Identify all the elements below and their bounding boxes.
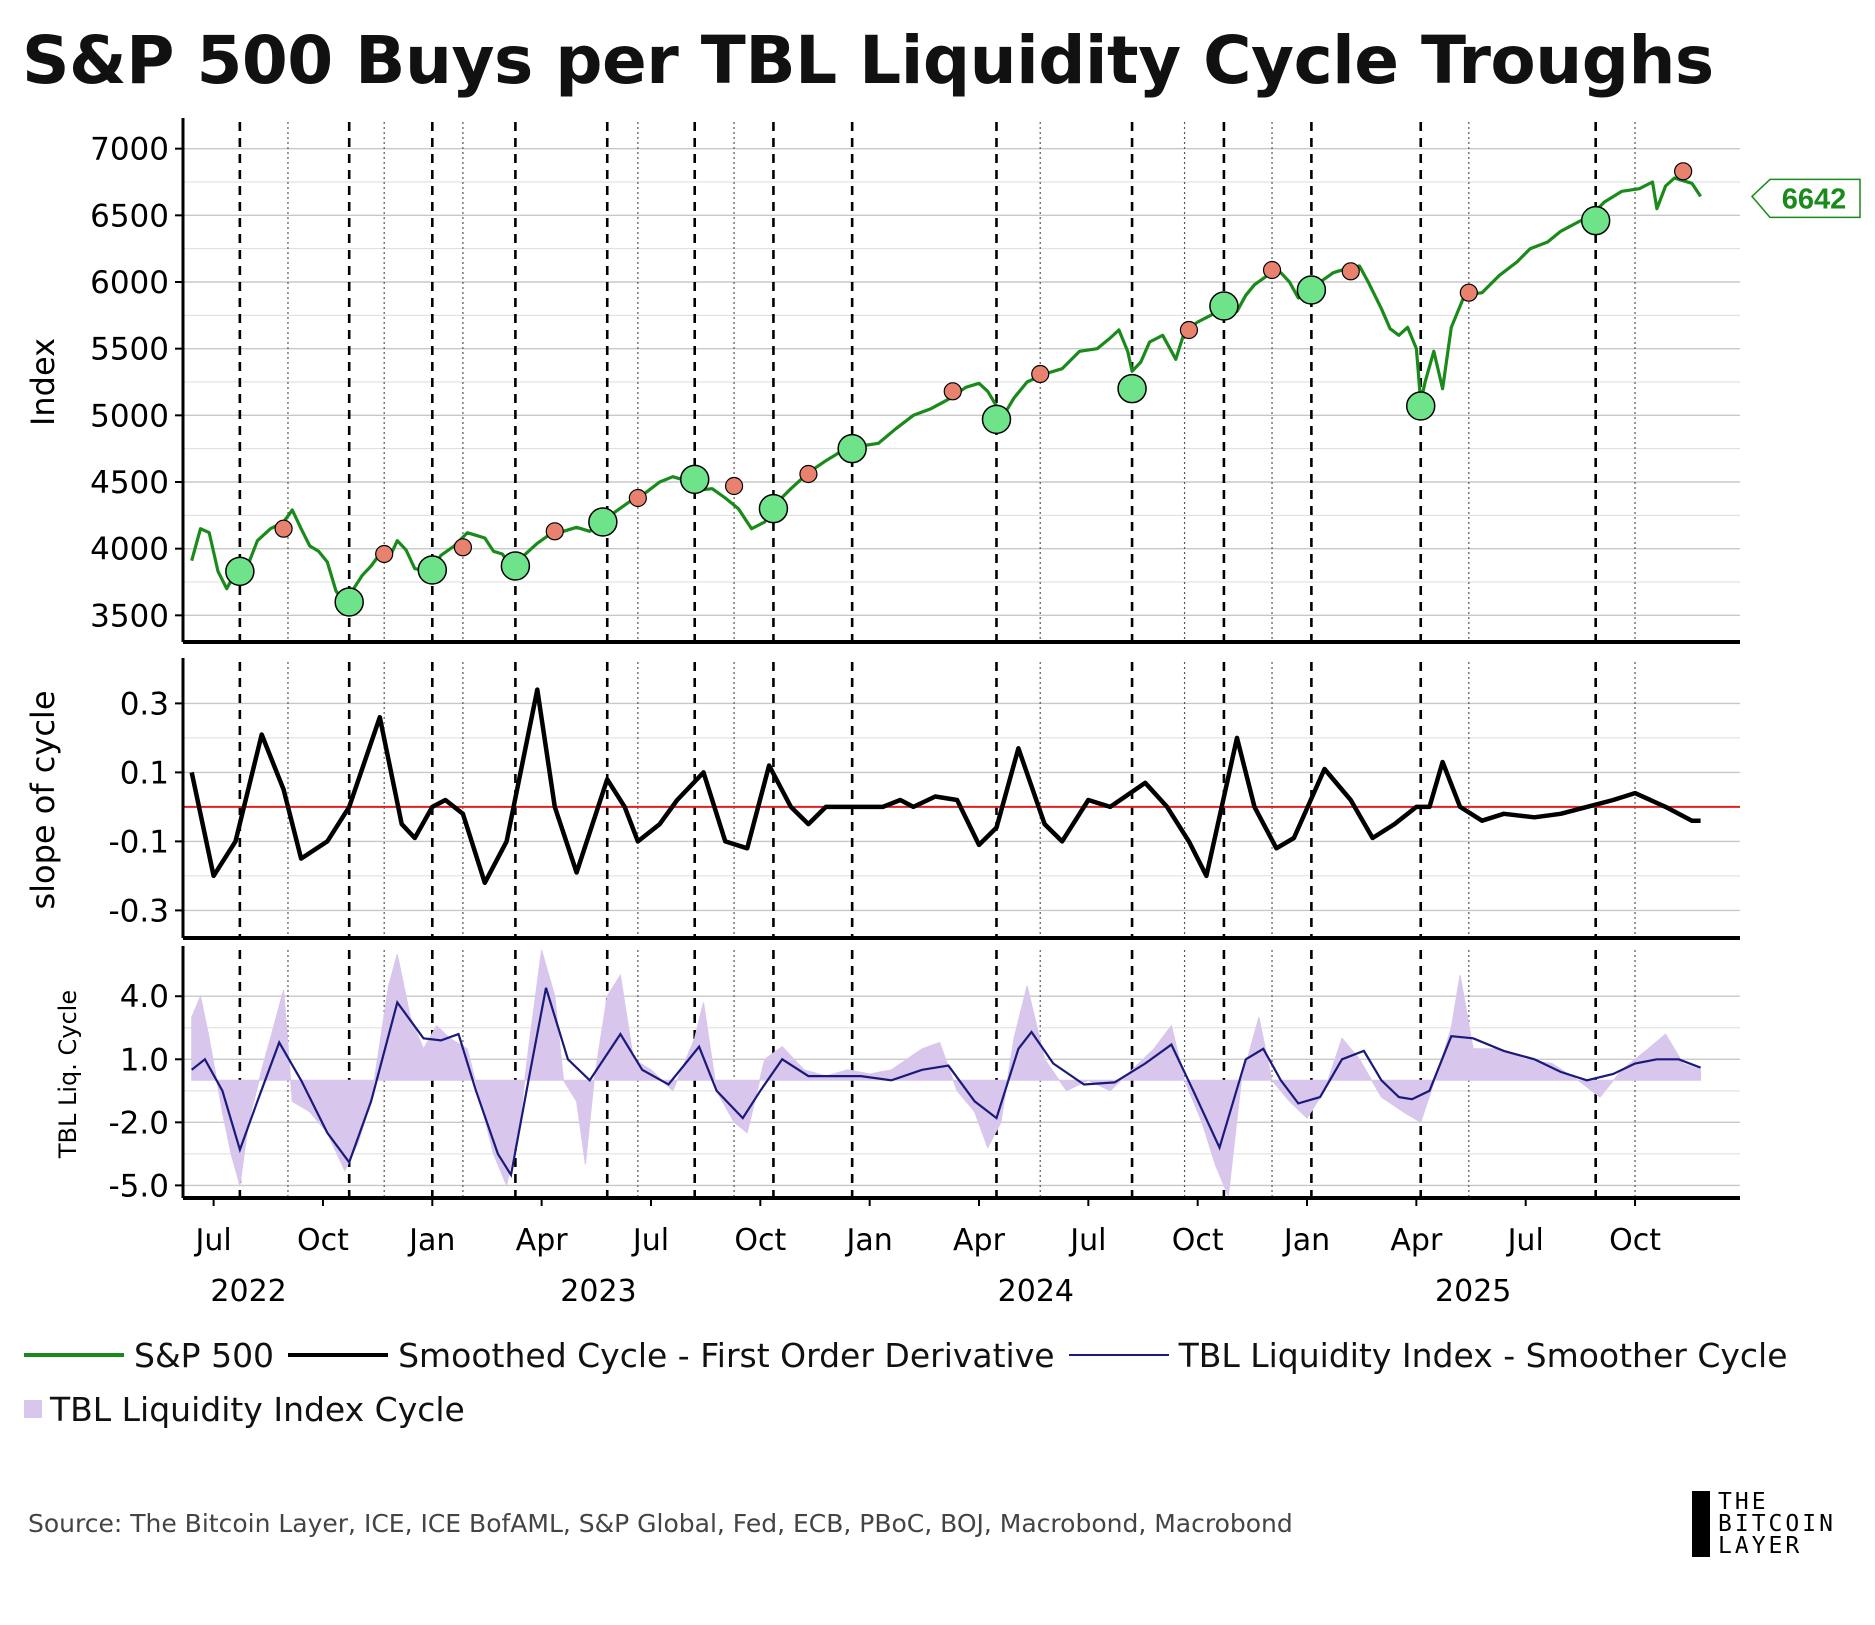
legend-label-smoother: TBL Liquidity Index - Smoother Cycle [1178,1335,1788,1375]
x-tick-label: Oct [297,1223,349,1258]
y-axis-title: TBL Liq. Cycle [54,990,82,1159]
legend-item-derivative[interactable]: Smoothed Cycle - First Order Derivative [288,1336,1055,1375]
y-tick-label: -0.1 [109,824,170,860]
buy-marker [981,404,1012,435]
sell-marker [943,382,962,401]
legend-item-sp500[interactable]: S&P 500 [24,1336,274,1375]
chart-title: S&P 500 Buys per TBL Liquidity Cycle Tro… [22,22,1714,99]
y-tick-label: 5000 [90,398,169,434]
legend-swatch-smoother [1068,1354,1169,1356]
logo-bar [1692,1491,1710,1557]
liquidity-panel [175,946,1740,1200]
sell-marker [453,538,473,557]
liquidity-smoother-line [191,987,1701,1178]
x-tick-label: Apr [953,1223,1006,1258]
y-tick-label: 3500 [90,598,169,634]
buy-marker [837,433,867,464]
sell-marker [1262,260,1282,280]
slope-panel [175,658,1740,940]
sell-marker [1031,364,1050,384]
y-tick-label: -2.0 [109,1105,170,1141]
legend-swatch-sp500 [24,1353,124,1357]
sell-marker [274,519,293,538]
y-tick-label: 0.1 [120,755,169,791]
y-axis-title: slope of cycle [24,690,62,909]
buy-marker [1209,291,1239,321]
x-year-label: 2022 [210,1274,286,1309]
sell-marker [1179,320,1199,340]
sell-marker [545,522,564,541]
legend-label-derivative: Smoothed Cycle - First Order Derivative [398,1335,1055,1375]
brand-logo: THE BITCOIN LAYER [1692,1489,1836,1559]
sell-marker [1459,283,1478,302]
y-tick-label: 1.0 [120,1042,169,1078]
buy-marker [588,507,618,537]
x-tick-label: Jan [1282,1223,1330,1258]
derivative-line [189,687,1701,886]
buy-marker [758,493,789,524]
x-tick-label: Jul [631,1223,669,1258]
buy-marker [500,551,531,581]
liquidity-cycle-area [191,949,1702,1198]
legend-swatch-derivative [288,1353,389,1357]
logo-line-3: LAYER [1718,1533,1803,1559]
x-year-label: 2023 [560,1274,636,1309]
y-tick-label: 0.3 [120,686,169,722]
x-year-label: 2024 [998,1274,1074,1309]
y-tick-label: 5500 [90,332,169,368]
y-tick-label: -5.0 [109,1168,170,1204]
legend-label-cycle: TBL Liquidity Index Cycle [50,1389,465,1429]
x-tick-label: Jul [1506,1223,1544,1258]
y-tick-label: 6500 [90,198,169,234]
sell-marker [375,544,394,564]
y-tick-label: 6000 [90,265,169,301]
x-tick-label: Oct [1609,1223,1661,1258]
x-tick-label: Jan [407,1223,455,1258]
sell-marker [628,488,647,508]
buy-marker [1580,205,1611,236]
x-tick-label: Jul [194,1223,232,1258]
x-tick-label: Apr [1390,1223,1443,1258]
legend: S&P 500 Smoothed Cycle - First Order Der… [24,1328,1802,1436]
sell-marker [1674,162,1693,181]
legend-swatch-cycle [24,1400,42,1418]
legend-label-sp500: S&P 500 [134,1335,275,1375]
price-panel [175,118,1861,644]
buy-marker [1296,275,1327,305]
source-note: Source: The Bitcoin Layer, ICE, ICE BofA… [28,1509,1293,1538]
legend-item-cycle[interactable]: TBL Liquidity Index Cycle [24,1390,465,1429]
x-year-label: 2025 [1435,1274,1511,1309]
buy-marker [225,556,255,587]
x-tick-label: Oct [734,1223,786,1258]
y-axis-title: Index [24,338,62,426]
y-tick-label: 7000 [90,132,169,168]
buy-marker [1117,373,1147,404]
buy-marker [1405,391,1436,421]
logo-line-1: THE [1718,1489,1769,1515]
sell-marker [1341,262,1360,281]
x-tick-label: Jul [1068,1223,1106,1258]
legend-item-smoother[interactable]: TBL Liquidity Index - Smoother Cycle [1068,1335,1788,1375]
buy-marker [417,555,448,585]
last-value-callout [1750,178,1861,219]
buy-marker [679,464,710,495]
y-tick-label: -0.3 [109,893,170,929]
sell-marker [799,464,818,484]
sell-marker [724,476,744,496]
x-tick-label: Oct [1172,1223,1224,1258]
last-value-label: 6642 [1782,183,1847,215]
buy-marker [334,587,364,617]
x-tick-label: Jan [845,1223,893,1258]
y-tick-label: 4500 [90,465,169,501]
x-tick-label: Apr [516,1223,569,1258]
logo-line-2: BITCOIN [1718,1511,1836,1537]
y-tick-label: 4.0 [120,979,169,1015]
last-value-box [1750,178,1861,219]
y-tick-label: 4000 [90,532,169,568]
